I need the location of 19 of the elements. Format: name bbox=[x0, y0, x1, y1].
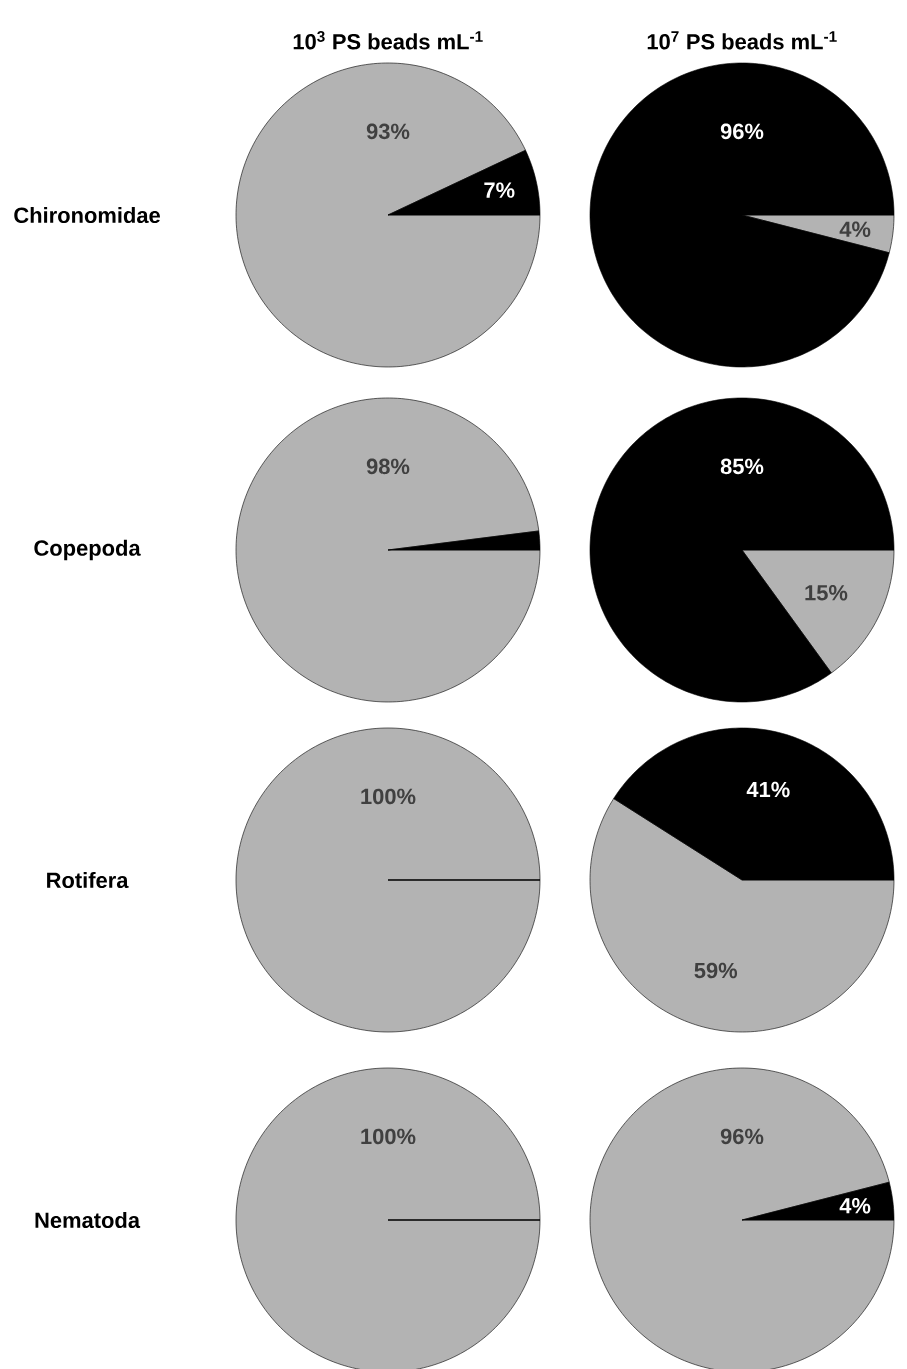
data-label: 100% bbox=[361, 1128, 416, 1145]
data-label: 15% bbox=[805, 585, 848, 601]
text: Nematoda bbox=[35, 1211, 141, 1229]
data-label: 41% bbox=[746, 781, 790, 798]
chart-title: 10$^{7}$ PS beads mL$^{-1}$ bbox=[647, 31, 837, 50]
data-label: 59% bbox=[694, 962, 738, 979]
data-label: 4% bbox=[839, 1198, 871, 1214]
data-label: 4% bbox=[839, 221, 871, 237]
data-label: 85% bbox=[720, 458, 764, 475]
text: Rotifera bbox=[47, 871, 129, 889]
text: Copepoda bbox=[34, 539, 141, 561]
chart-title: 10$^{3}$ PS beads mL$^{-1}$ bbox=[293, 31, 483, 50]
data-label: 96% bbox=[720, 1128, 764, 1145]
text: Chironomidae bbox=[14, 206, 160, 224]
data-label: 100% bbox=[361, 788, 416, 805]
data-label: 96% bbox=[720, 123, 764, 140]
data-label: 7% bbox=[484, 182, 515, 198]
data-label: 98% bbox=[366, 458, 410, 475]
data-label: 93% bbox=[366, 123, 410, 140]
